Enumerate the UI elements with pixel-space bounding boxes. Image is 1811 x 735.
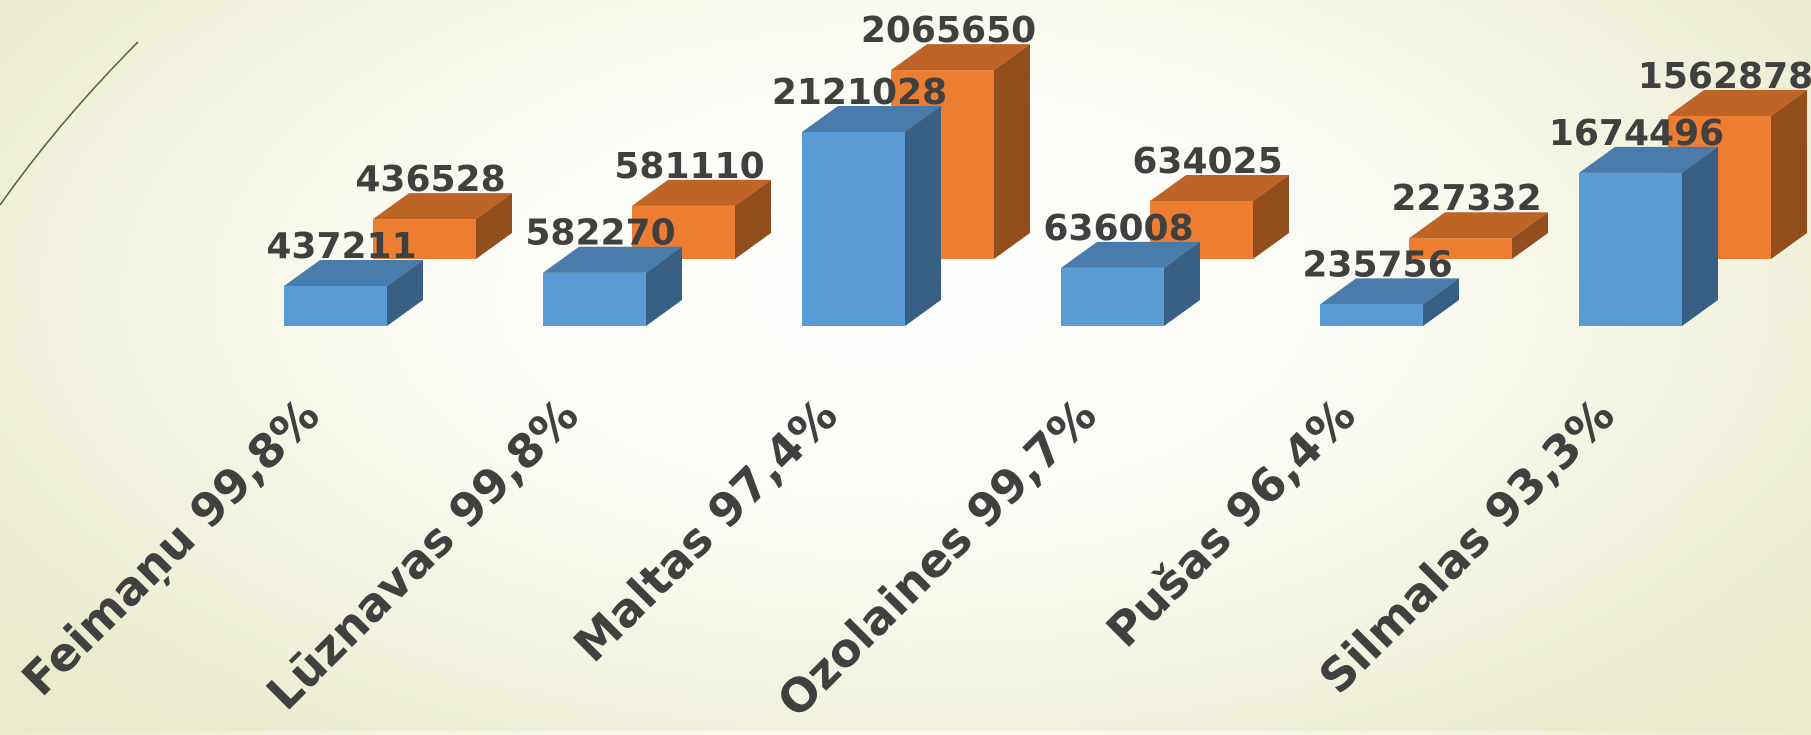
bar-s1-3 [1061,241,1200,326]
bar-s2-0-front [373,219,476,259]
bar-s1-2-side [905,106,941,326]
bar-s1-5-side [1682,146,1718,326]
data-label-s2-0: 436528 [355,159,505,200]
bar-s1-3-side [1164,241,1200,326]
bar-s2-0-top [373,193,512,220]
bar-s1-4 [1320,278,1459,326]
category-label-2: Maltas 97,4% [563,388,848,673]
category-label-4: Pušas 96,4% [1096,388,1366,658]
bar-s1-5-front [1579,172,1682,326]
data-label-s2-4: 227332 [1391,178,1541,219]
bar-s1-4-side [1423,278,1459,326]
data-label-s2-3: 634025 [1132,141,1282,182]
bar-s1-2-front [802,132,905,326]
data-label-s1-1: 582270 [525,213,675,254]
bar-s2-1-top [632,179,771,206]
bar-s2-1 [632,179,771,259]
bar-s1-5-top [1579,146,1718,173]
data-label-s1-5: 1674496 [1549,113,1724,154]
bar-s2-1-front [632,205,735,259]
bar-s2-3-top [1150,175,1289,202]
bar-s1-1-top [543,246,682,273]
bar-s2-1-side [735,179,771,259]
bar-s1-4-top [1320,278,1459,305]
data-labels-layer: 436528 581110 2065650 634025 227332 1562878 43… [266,10,1811,285]
bar-s1-2 [802,106,941,326]
bar-s2-5-top [1668,90,1807,117]
bar-s2-3-side [1253,175,1289,259]
bar-s2-4-front [1409,238,1512,259]
bar-s2-0-side [476,193,512,259]
bar-s2-5-side [1771,90,1807,259]
bar-s1-0-side [387,260,423,326]
bar-s2-0 [373,193,512,259]
bar-s2-2-top [891,44,1030,71]
data-label-s2-2: 2065650 [861,10,1036,51]
bar-s1-0 [284,260,423,326]
bar-s1-4-front [1320,304,1423,326]
bar-s1-1 [543,246,682,326]
data-label-s2-5: 1562878 [1638,56,1811,97]
bar-s2-4 [1409,212,1548,259]
data-label-s1-2: 2121028 [772,72,947,113]
data-label-s1-4: 235756 [1302,244,1452,285]
bar-s1-0-front [284,286,387,326]
bar-s1-3-front [1061,267,1164,326]
bar-s1-1-front [543,272,646,326]
bar-s1-1-side [646,246,682,326]
bar-s1-0-top [284,260,423,287]
bar-s1-2-top [802,106,941,132]
bar-s1-3-top [1061,241,1200,268]
bar-s1-5 [1579,146,1718,326]
bar-s2-4-side [1512,212,1548,259]
bar-s2-2-side [994,44,1030,259]
decorative-curve [0,41,139,206]
data-label-s2-1: 581110 [614,146,764,187]
category-labels-layer: Feimaņu 99,8%Lūznavas 99,8%Maltas 97,4%O… [11,388,1625,728]
bars-layer [284,44,1807,326]
bar-s2-4-top [1409,212,1548,239]
data-label-s1-0: 437211 [266,226,416,267]
data-label-s1-3: 636008 [1043,208,1193,249]
